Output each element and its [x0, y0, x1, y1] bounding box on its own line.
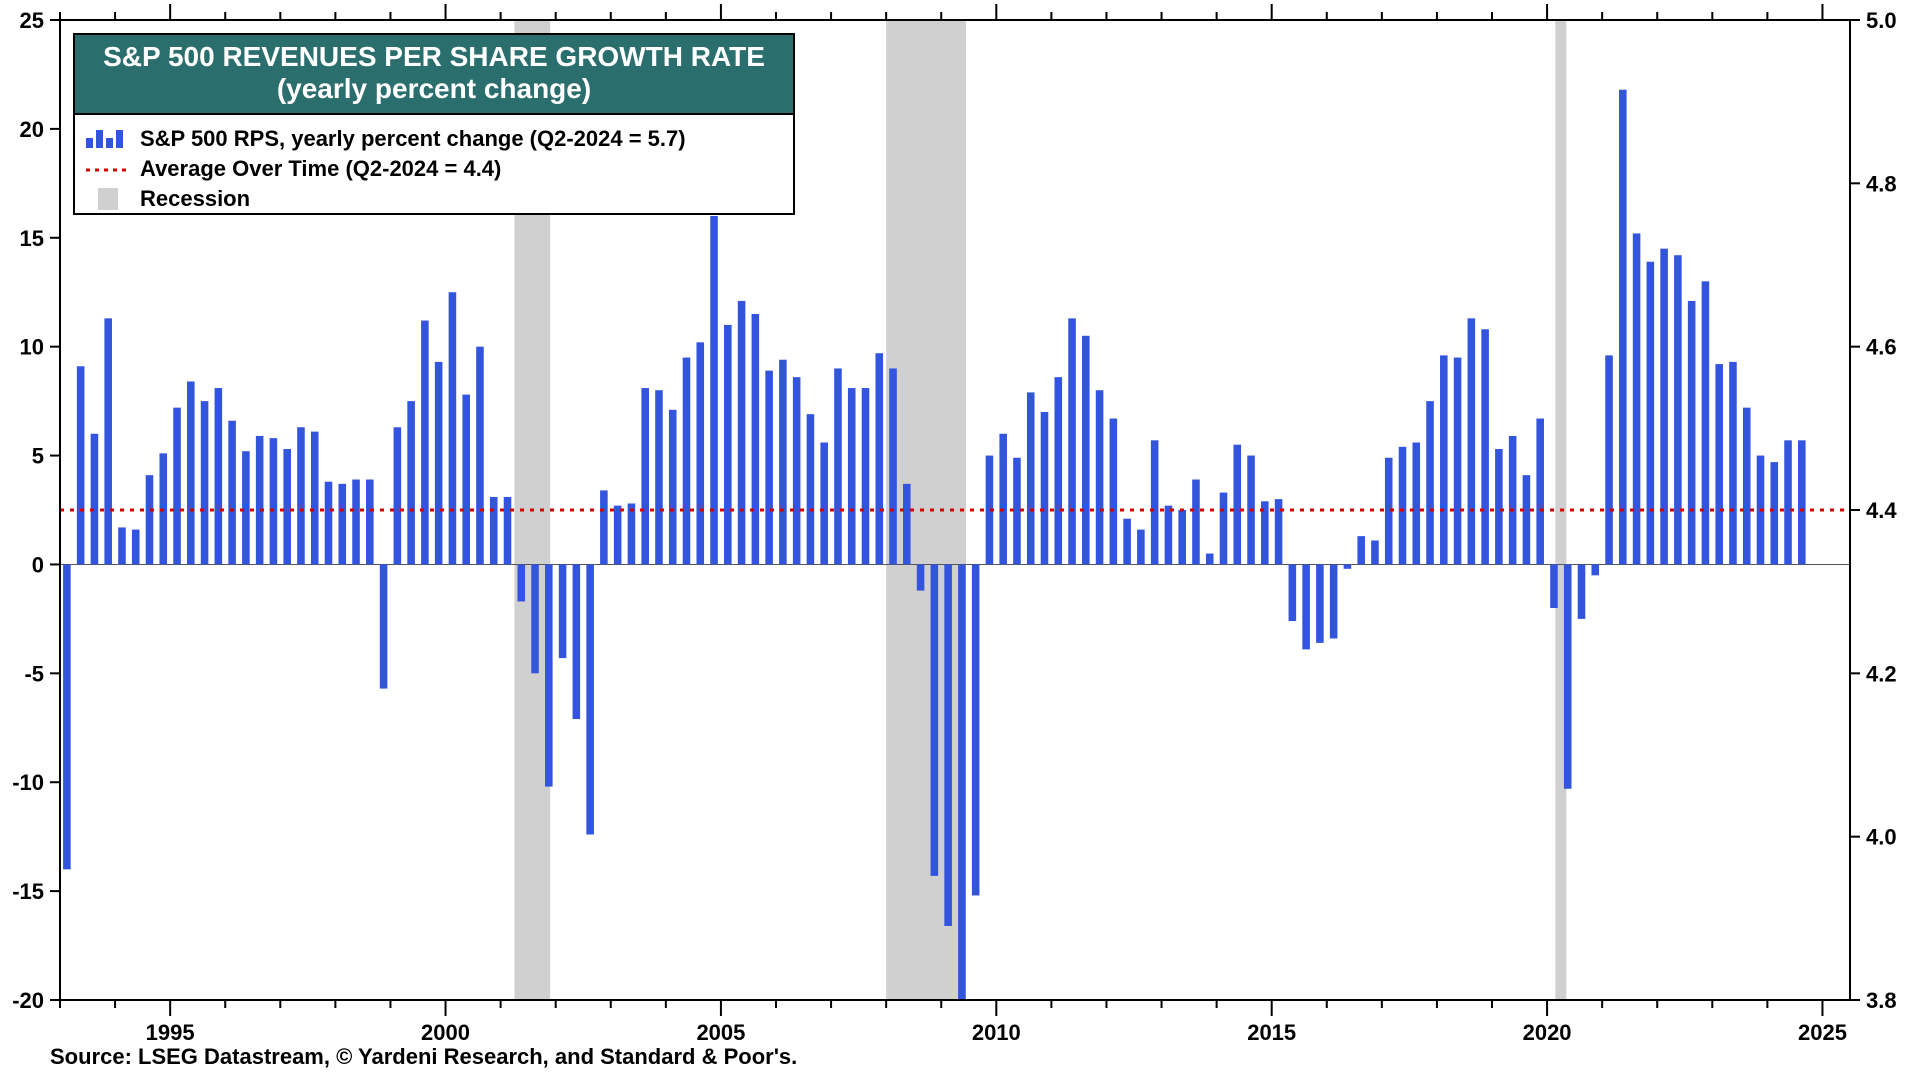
chart-container: -20-15-10-505101520253.84.04.24.44.64.85…	[0, 0, 1920, 1080]
legend-label: S&P 500 RPS, yearly percent change (Q2-2…	[140, 126, 686, 151]
y-left-tick-label: -10	[12, 770, 44, 795]
x-tick-label: 2000	[421, 1020, 470, 1045]
legend-bars-icon	[106, 138, 113, 148]
legend-band-icon	[98, 188, 118, 210]
y-left-tick-label: 15	[20, 226, 44, 251]
y-right-tick-label: 4.4	[1866, 498, 1897, 523]
y-right-tick-label: 4.0	[1866, 825, 1897, 850]
y-left-tick-label: -20	[12, 988, 44, 1013]
y-left-tick-label: -5	[24, 661, 44, 686]
title-line2: (yearly percent change)	[277, 73, 591, 104]
x-tick-label: 2005	[696, 1020, 745, 1045]
y-left-tick-label: -15	[12, 879, 44, 904]
y-right-tick-label: 3.8	[1866, 988, 1897, 1013]
legend-bars-icon	[96, 130, 103, 148]
x-tick-label: 2015	[1247, 1020, 1296, 1045]
source-text: Source: LSEG Datastream, © Yardeni Resea…	[50, 1044, 797, 1069]
legend-bars-icon	[116, 130, 123, 148]
legend-label: Recession	[140, 186, 250, 211]
y-right-tick-label: 5.0	[1866, 8, 1897, 33]
y-right-tick-label: 4.8	[1866, 171, 1897, 196]
y-right-tick-label: 4.2	[1866, 661, 1897, 686]
y-right-tick-label: 4.6	[1866, 335, 1897, 360]
x-tick-label: 2010	[972, 1020, 1021, 1045]
y-left-tick-label: 5	[32, 444, 44, 469]
chart-svg: -20-15-10-505101520253.84.04.24.44.64.85…	[0, 0, 1920, 1080]
legend-label: Average Over Time (Q2-2024 = 4.4)	[140, 156, 501, 181]
y-left-tick-label: 20	[20, 117, 44, 142]
y-left-tick-label: 25	[20, 8, 44, 33]
title-line1: S&P 500 REVENUES PER SHARE GROWTH RATE	[103, 41, 765, 72]
y-left-tick-label: 0	[32, 552, 44, 577]
x-tick-label: 2020	[1523, 1020, 1572, 1045]
legend-bars-icon	[86, 138, 93, 148]
y-left-tick-label: 10	[20, 335, 44, 360]
x-tick-label: 2025	[1798, 1020, 1847, 1045]
x-tick-label: 1995	[146, 1020, 195, 1045]
